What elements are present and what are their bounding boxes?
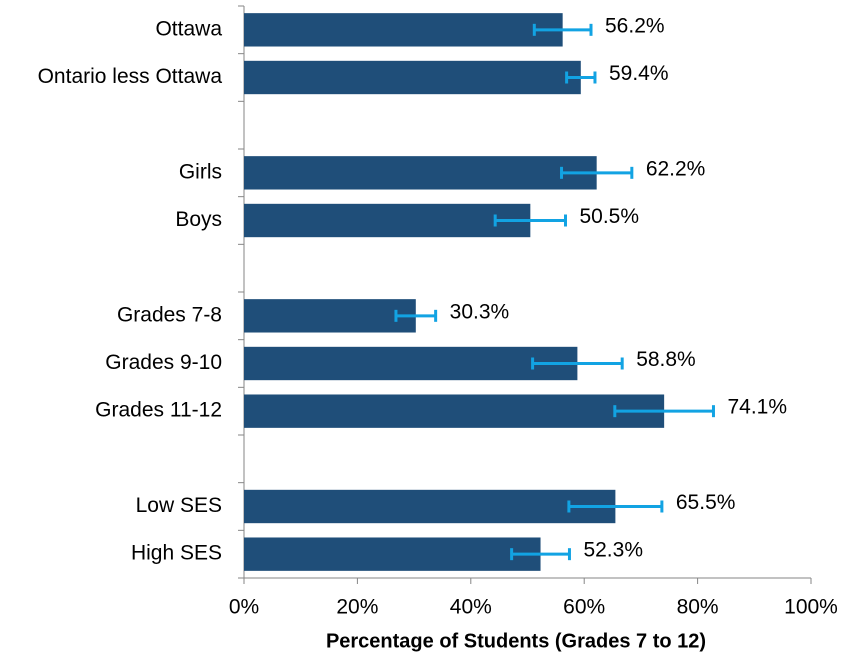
value-label: 74.1% [727,396,787,419]
error-bar [532,23,593,36]
y-tick-label: Boys [175,208,222,231]
error-bar [560,166,634,179]
error-bar [531,357,624,370]
x-tick-label: 0% [229,596,259,619]
bar [244,346,578,381]
value-label: 59.4% [609,62,669,85]
value-label: 56.2% [605,14,665,37]
y-tick-label: Grades 7-8 [117,303,222,326]
bar [244,299,416,333]
error-bar [493,214,567,227]
bar [244,203,531,238]
error-bar [510,548,571,561]
x-tick-label: 80% [677,596,719,619]
value-label: 62.2% [646,157,706,180]
y-tick-label: Grades 9-10 [105,351,222,374]
bar [244,537,541,571]
bar [244,489,616,524]
bar [244,394,665,428]
y-tick-label: Ontario less Ottawa [38,65,223,88]
value-label: 52.3% [583,539,643,562]
value-label: 58.8% [636,348,696,371]
y-tick-label: Ottawa [155,17,222,40]
bar [244,60,581,95]
bar [244,13,563,47]
x-tick-label: 60% [563,596,605,619]
value-label: 65.5% [676,491,736,514]
y-tick-label: Grades 11-12 [95,399,222,422]
error-bar [567,500,664,513]
error-bar [613,405,715,418]
y-tick-label: Low SES [136,494,222,517]
y-tick-label: High SES [131,542,222,565]
x-tick-label: 100% [784,596,838,619]
x-tick-label: 20% [336,596,378,619]
bar [244,156,597,190]
error-bar [394,309,438,322]
x-tick-label: 40% [450,596,492,619]
value-label: 30.3% [450,300,510,323]
value-label: 50.5% [579,205,639,228]
y-tick-label: Girls [179,160,222,183]
x-axis-label: Percentage of Students (Grades 7 to 12) [326,630,706,652]
error-bar [565,71,597,84]
